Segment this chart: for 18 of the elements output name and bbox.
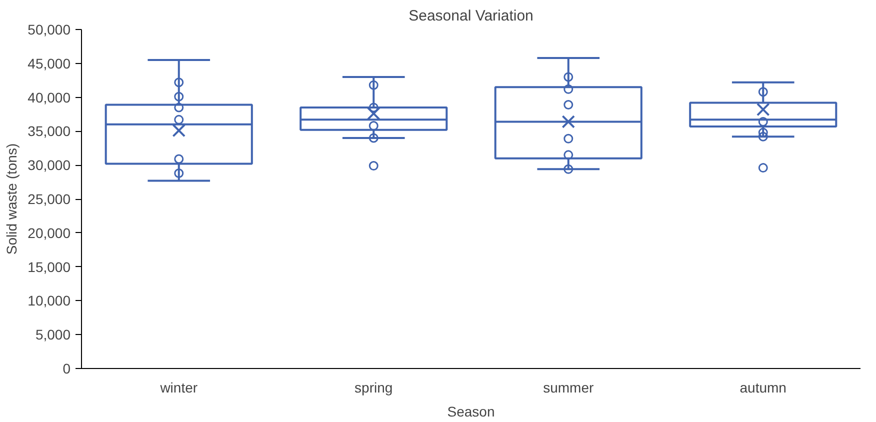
y-tick-label: 35,000	[28, 123, 71, 140]
x-tick-label: autumn	[740, 380, 786, 396]
y-tick-label: 10,000	[28, 292, 71, 309]
y-tick-label: 20,000	[28, 224, 71, 241]
chart-title: Seasonal Variation	[408, 8, 534, 24]
y-tick-label: 15,000	[28, 258, 71, 275]
y-tick-label: 50,000	[28, 22, 71, 38]
y-tick-label: 30,000	[28, 157, 71, 174]
y-tick-label: 40,000	[28, 89, 71, 106]
y-tick-label: 0	[62, 360, 71, 376]
y-tick-label: 5,000	[35, 326, 71, 343]
x-tick-label: winter	[159, 380, 198, 396]
y-tick-label: 25,000	[28, 191, 71, 207]
y-tick-label: 45,000	[28, 55, 71, 72]
x-axis-title: Season	[447, 404, 495, 420]
x-tick-label: summer	[543, 380, 594, 396]
x-tick-label: spring	[354, 380, 393, 396]
y-axis-title: Solid waste (tons)	[4, 143, 20, 255]
